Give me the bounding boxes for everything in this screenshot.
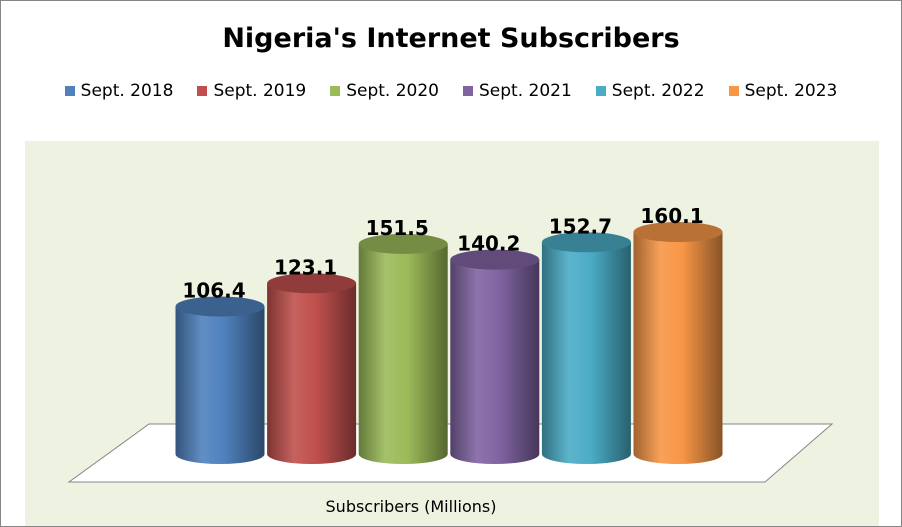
bar-body	[358, 243, 448, 464]
legend-item: Sept. 2023	[728, 81, 838, 101]
bar-sept-2018	[175, 296, 265, 464]
data-label: 123.1	[274, 255, 337, 279]
bar-body	[541, 242, 631, 464]
legend-label: Sept. 2023	[744, 81, 838, 101]
legend-item: Sept. 2022	[595, 81, 705, 101]
legend: Sept. 2018 Sept. 2019 Sept. 2020 Sept. 2021…	[1, 81, 901, 101]
legend-swatch	[197, 86, 208, 96]
legend-label: Sept. 2020	[346, 81, 439, 101]
legend-swatch	[595, 86, 606, 96]
data-label: 152.7	[549, 214, 612, 238]
legend-swatch	[728, 86, 739, 96]
bar-top	[450, 249, 540, 270]
bar-sept-2021	[450, 249, 540, 464]
legend-item: Sept. 2019	[197, 81, 306, 101]
x-axis-label: Subscribers (Millions)	[325, 497, 497, 516]
bar-sept-2020	[358, 233, 448, 464]
data-label: 160.1	[640, 204, 703, 228]
bar-body	[450, 259, 540, 464]
bar-body	[267, 283, 357, 464]
data-label: 140.2	[457, 232, 520, 256]
legend-swatch	[463, 86, 473, 96]
legend-swatch	[64, 86, 75, 96]
bar-sept-2019	[267, 273, 357, 464]
legend-label: Sept. 2022	[611, 81, 705, 101]
legend-item: Sept. 2020	[330, 81, 439, 101]
legend-label: Sept. 2018	[80, 81, 174, 101]
legend-item: Sept. 2021	[463, 81, 572, 101]
data-label: 151.5	[366, 216, 429, 240]
chart-title: Nigeria's Internet Subscribers	[222, 23, 680, 54]
legend-label: Sept. 2019	[213, 81, 307, 101]
bar-top	[267, 273, 357, 294]
bar-sept-2023	[633, 222, 723, 464]
legend-item: Sept. 2018	[64, 81, 174, 101]
bar-body	[175, 306, 265, 464]
bar-top	[358, 233, 448, 254]
bar-top	[175, 296, 265, 317]
bar-sept-2022	[541, 232, 631, 464]
bar-top	[541, 232, 631, 253]
legend-swatch	[330, 86, 341, 96]
bar-top	[633, 222, 723, 242]
bar-body	[633, 232, 723, 464]
data-label: 106.4	[182, 278, 245, 302]
legend-label: Sept. 2021	[479, 81, 572, 101]
